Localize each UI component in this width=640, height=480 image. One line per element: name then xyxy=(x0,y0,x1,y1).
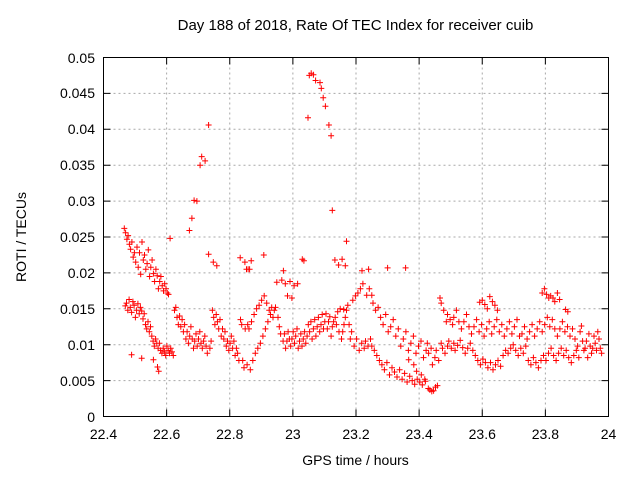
y-tick-label: 0.015 xyxy=(59,300,95,317)
x-tick-label: 23.8 xyxy=(531,426,559,442)
data-points xyxy=(121,70,605,395)
y-tick-label: 0.035 xyxy=(59,157,95,174)
x-tick-label: 22.8 xyxy=(216,426,244,442)
grid-lines xyxy=(103,57,609,417)
y-tick-label: 0.05 xyxy=(67,49,95,66)
x-tick-label: 22.6 xyxy=(153,426,181,442)
y-tick-label: 0.025 xyxy=(59,229,95,245)
y-tick-label: 0.02 xyxy=(67,264,95,281)
x-axis-label: GPS time / hours xyxy=(302,452,409,468)
x-tick-label: 23.6 xyxy=(468,426,496,442)
x-tick-label: 24 xyxy=(600,426,617,442)
y-tick-label: 0 xyxy=(87,408,95,425)
plot-border xyxy=(103,57,609,417)
x-tick-label: 23.2 xyxy=(342,426,370,442)
y-tick-label: 0.01 xyxy=(67,336,95,353)
y-tick-label: 0.04 xyxy=(67,121,95,138)
chart-title: Day 188 of 2018, Rate Of TEC Index for r… xyxy=(177,17,534,34)
x-tick-label: 23 xyxy=(285,426,301,442)
y-tick-label: 0.045 xyxy=(59,85,95,102)
y-tick-label: 0.03 xyxy=(67,193,95,210)
x-tick-label: 23.4 xyxy=(405,426,433,442)
y-tick-label: 0.005 xyxy=(59,372,95,389)
x-tick-label: 22.4 xyxy=(89,426,118,442)
